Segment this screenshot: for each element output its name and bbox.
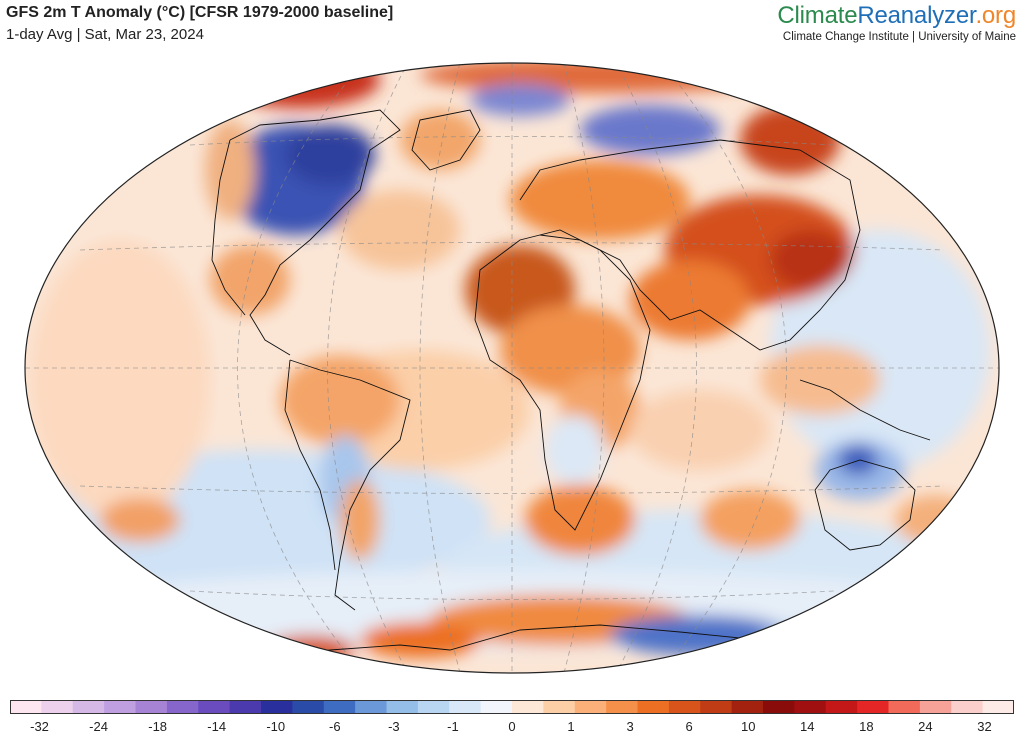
- colorbar-swatch: [700, 700, 733, 714]
- coastlines: [211, 109, 931, 661]
- colorbar-swatch: [888, 700, 921, 714]
- map-outline: [24, 62, 1000, 674]
- colorbar-swatch: [637, 700, 670, 714]
- colorbar-swatch: [10, 700, 42, 714]
- brand-name-part2: Reanalyzer: [857, 2, 976, 29]
- colorbar-tick-label: -18: [148, 719, 168, 734]
- colorbar-tick-label: -32: [30, 719, 49, 734]
- graticule: [25, 63, 999, 673]
- colorbar-tick-label: 32: [977, 719, 992, 734]
- colorbar-swatch: [261, 700, 293, 714]
- colorbar-swatch: [606, 700, 639, 714]
- brand-name-part3: .org: [975, 2, 1016, 29]
- colorbar-swatch: [731, 700, 764, 714]
- colorbar: [10, 700, 1014, 714]
- colorbar-swatch: [512, 700, 544, 714]
- colorbar-tick-label: 18: [859, 719, 874, 734]
- colorbar-tick-label: -6: [329, 719, 341, 734]
- colorbar-swatch: [323, 700, 356, 714]
- brand-tagline: Climate Change Institute | University of…: [782, 31, 1016, 43]
- colorbar-border: [10, 700, 1014, 714]
- colorbar-swatch: [951, 700, 984, 714]
- colorbar-swatch: [480, 700, 513, 714]
- colorbar-swatch: [72, 700, 105, 714]
- colorbar-tick-label: 0: [508, 719, 516, 734]
- colorbar-swatch: [292, 700, 325, 714]
- colorbar-tick-label: 10: [741, 719, 756, 734]
- colorbar-swatch: [543, 700, 576, 714]
- colorbar-tick-label: -3: [388, 719, 400, 734]
- colorbar-tick-label: 24: [918, 719, 933, 734]
- world-anomaly-map: [24, 62, 1000, 674]
- colorbar-swatch: [794, 700, 827, 714]
- colorbar-swatch: [919, 700, 952, 714]
- brand-block[interactable]: ClimateReanalyzer.org Climate Change Ins…: [777, 2, 1016, 43]
- colorbar-swatch: [825, 700, 858, 714]
- colorbar-tick-label: 3: [626, 719, 634, 734]
- colorbar-swatch: [417, 700, 450, 714]
- colorbar-swatch: [41, 700, 74, 714]
- colorbar-tick-label: -14: [207, 719, 227, 734]
- colorbar-tick-label: -1: [447, 719, 459, 734]
- colorbar-tick-label: -24: [89, 719, 108, 734]
- colorbar-ticks: -32 -24 -18 -14 -10 -6 -3 -1 0 1 3 6 10 14 18 24 32: [10, 719, 1014, 737]
- colorbar-swatch: [135, 700, 168, 714]
- colorbar-swatch: [386, 700, 419, 714]
- colorbar-swatch: [668, 700, 701, 714]
- brand-name-part1: Climate: [777, 2, 858, 29]
- colorbar-swatch: [763, 700, 795, 714]
- colorbar-swatch: [104, 700, 137, 714]
- map-title: GFS 2m T Anomaly (°C) [CFSR 1979-2000 ba…: [6, 4, 394, 21]
- anomaly-field: [25, 63, 999, 673]
- colorbar-swatch: [857, 700, 890, 714]
- brand-logo[interactable]: ClimateReanalyzer.org: [777, 2, 1016, 30]
- colorbar-swatch: [982, 700, 1014, 714]
- colorbar-swatch: [166, 700, 199, 714]
- colorbar-tick-label: 6: [685, 719, 693, 734]
- colorbar-tick-label: -10: [266, 719, 286, 734]
- colorbar-swatch: [574, 700, 607, 714]
- colorbar-tick-label: 1: [567, 719, 575, 734]
- colorbar-swatch: [355, 700, 388, 714]
- colorbar-swatch: [449, 700, 482, 714]
- colorbar-swatch: [229, 700, 262, 714]
- map-subtitle: 1-day Avg | Sat, Mar 23, 2024: [6, 26, 204, 43]
- colorbar-swatch: [198, 700, 231, 714]
- colorbar-tick-label: 14: [800, 719, 815, 734]
